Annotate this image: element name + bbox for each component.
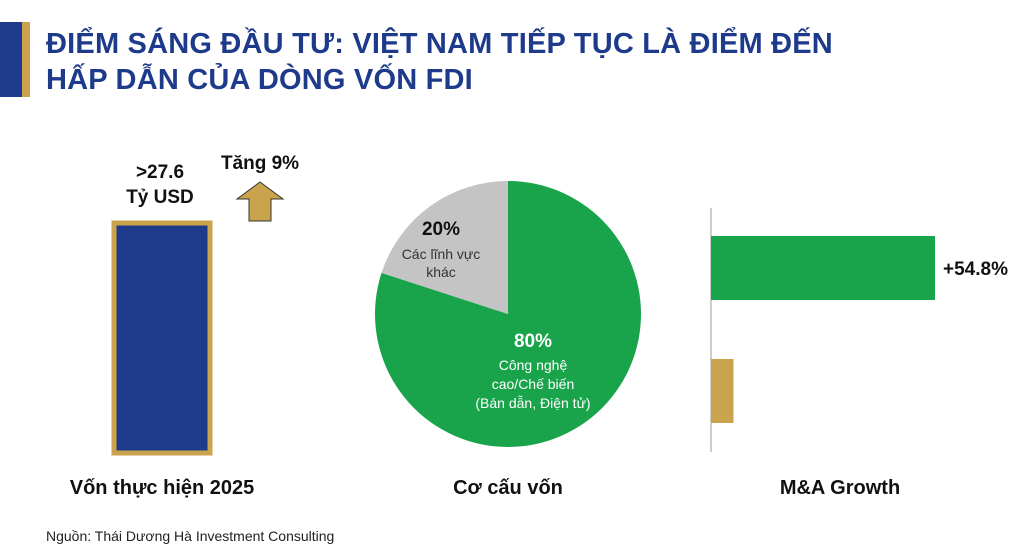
source-note: Nguồn: Thái Dương Hà Investment Consulti…	[46, 528, 335, 544]
pie-hightech-label-1: Công nghệ	[499, 357, 568, 373]
pie-slice-other	[381, 181, 508, 314]
page-title: ĐIỂM SÁNG ĐẦU TƯ: VIỆT NAM TIẾP TỤC LÀ Đ…	[46, 26, 833, 98]
structure-chart: 20% Các lĩnh vực khác 80% Công nghệ cao/…	[375, 181, 642, 499]
ma-bar-secondary	[711, 359, 734, 423]
ma-bar-primary-label: +54.8%	[943, 259, 1008, 280]
capital-bar	[111, 220, 213, 456]
pie-other-label-1: Các lĩnh vực	[402, 246, 481, 262]
capital-axis-label: Vốn thực hiện 2025	[70, 477, 255, 499]
pie-other-label-2: khác	[426, 264, 456, 280]
title-line-2: HẤP DẪN CỦA DÒNG VỐN FDI	[46, 64, 473, 96]
ma-axis-label: M&A Growth	[780, 477, 900, 499]
pie-other-pct: 20%	[422, 219, 460, 240]
pie-hightech-label-2: cao/Chế biến	[492, 376, 575, 392]
growth-annotation: Tăng 9%	[221, 153, 299, 174]
pie-slice-hightech	[375, 181, 642, 448]
pie-hightech-label-3: (Bán dẫn, Điện tử)	[475, 395, 590, 411]
title-accent-bar	[0, 22, 30, 97]
structure-axis-label: Cơ cấu vốn	[453, 477, 563, 499]
pie-hightech-pct: 80%	[514, 331, 552, 352]
up-arrow-icon	[235, 181, 285, 222]
capital-value-label: >27.6	[136, 162, 184, 183]
title-line-1: ĐIỂM SÁNG ĐẦU TƯ: VIỆT NAM TIẾP TỤC LÀ Đ…	[46, 28, 833, 60]
ma-bar-primary	[711, 236, 935, 300]
ma-chart: +54.8% M&A Growth	[710, 208, 1008, 499]
capital-unit-label: Tỷ USD	[126, 187, 194, 208]
capital-chart: >27.6 Tỷ USD Tăng 9% Vốn thực hiện 2025	[70, 153, 299, 499]
